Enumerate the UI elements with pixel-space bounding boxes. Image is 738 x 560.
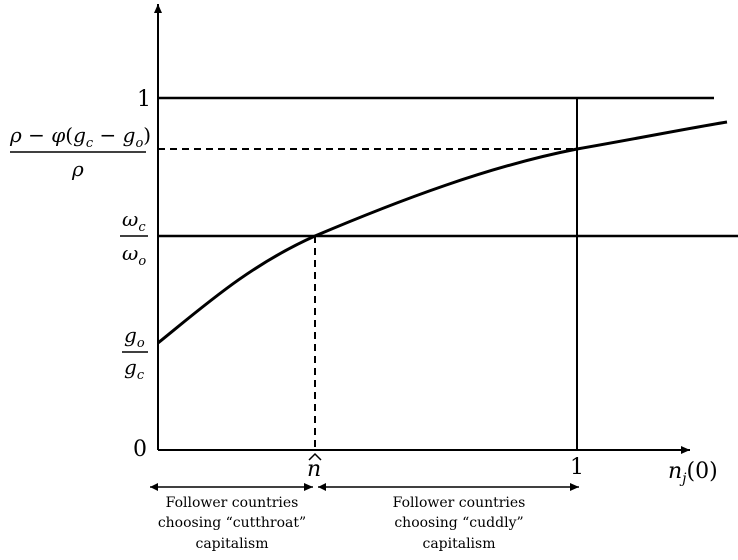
cutthroat-caption: Follower countries choosing “cutthroat” … [158,495,306,552]
svg-text:ρ: ρ [71,157,84,181]
svg-text:Follower countries: Follower countries [393,495,526,511]
svg-text:choosing “cutthroat”: choosing “cutthroat” [158,515,306,531]
svg-text:ωc: ωc [122,207,146,235]
y-label-zero: 0 [133,437,147,462]
svg-text:capitalism: capitalism [195,536,268,552]
growth-ratio-label: go gc [122,323,148,383]
svg-text:capitalism: capitalism [422,536,495,552]
svg-text:choosing “cuddly”: choosing “cuddly” [394,515,523,531]
svg-text:Follower countries: Follower countries [166,495,299,511]
x-axis-title: nj(0) [668,459,718,487]
svg-text:ρ − φ(gc − go): ρ − φ(gc − go) [9,123,151,151]
upper-fraction-label: ρ − φ(gc − go) ρ [9,123,151,181]
x-label-one: 1 [570,455,584,480]
omega-ratio-label: ωc ωo [120,207,148,269]
svg-text:ωo: ωo [122,241,146,269]
svg-text:n: n [307,457,321,482]
y-label-one: 1 [137,87,151,112]
svg-text:go: go [124,323,145,351]
svg-text:gc: gc [124,355,145,383]
x-label-n-hat: n [307,452,322,482]
cuddly-caption: Follower countries choosing “cuddly” cap… [393,495,526,552]
equilibrium-curve [157,120,728,345]
